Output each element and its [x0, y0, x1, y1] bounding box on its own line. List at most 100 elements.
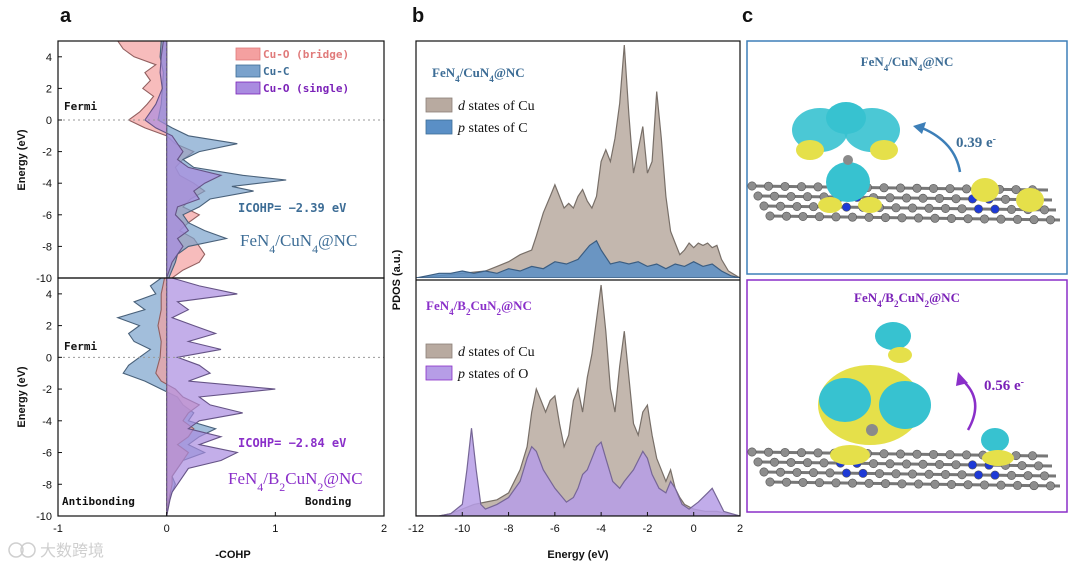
b_bottom-series-d-states-of-cu: [416, 284, 740, 516]
b-xtick-label: -10: [454, 523, 470, 535]
c-bottom-c-atom: [763, 447, 773, 457]
c-bottom-graphene-lattice: [747, 447, 1061, 491]
c-top-c-atom: [792, 201, 802, 211]
c-top-c-atom: [913, 213, 923, 223]
a-bottom-fermi-label: Fermi: [64, 340, 97, 353]
c-top-c-atom: [979, 214, 989, 224]
c-bottom-c-atom: [1046, 481, 1056, 491]
bonding-label: Bonding: [305, 495, 351, 508]
c-top-structure: 0.39 e-: [747, 102, 1061, 225]
b-top-legend-swatch-d: [425, 97, 453, 113]
c-top-c-atom: [1006, 204, 1016, 214]
c-top-c-atom: [864, 212, 874, 222]
panel-b-pdos: -12 -10 -8 -6 -4 -2 0 2 PDOS (a.u.) Energy (eV)…: [391, 40, 743, 561]
a-top-system-name: FeN4/CuN4@NC: [240, 231, 357, 256]
c-bottom-c-atom: [1012, 480, 1022, 490]
b-bottom-legend-p: p states of O: [457, 367, 528, 382]
c-bottom-c-atom: [934, 459, 944, 469]
c-bottom-c-atom: [780, 447, 790, 457]
c-bottom-c-atom: [868, 459, 878, 469]
a-top-ytick-label: 4: [46, 52, 52, 64]
c-bottom-c-atom: [963, 480, 973, 490]
c-top-c-atom: [1012, 214, 1022, 224]
c-bottom-yellow-base: [830, 445, 870, 465]
c-bottom-c-atom: [895, 449, 905, 459]
c-top-c-atom: [885, 193, 895, 203]
c-top-c-atom: [1040, 205, 1050, 215]
watermark-icon-2: [20, 542, 36, 558]
c-bottom-lobe-right: [879, 381, 931, 429]
c-top-yellow-fe2: [1016, 188, 1044, 212]
c-top-c-atom: [847, 212, 857, 222]
a-top-ytick-label: -2: [42, 147, 52, 159]
b-top-legend-swatch-p: [425, 119, 453, 135]
c-top-c-atom: [808, 202, 818, 212]
antibonding-label: Antibonding: [62, 495, 135, 508]
b-bottom-legend-swatch-d: [425, 343, 453, 359]
a-top-fermi-label: Fermi: [64, 100, 97, 113]
c-bottom-c-atom: [781, 477, 791, 487]
c-bottom-lobe-top: [875, 322, 911, 350]
b-xlabel: Energy (eV): [547, 549, 608, 561]
c-bottom-c-atom: [913, 479, 923, 489]
c-top-c-atom: [747, 181, 757, 191]
a-bottom-system-name: FeN4/B2CuN2@NC: [228, 469, 363, 494]
c-bottom-c-atom: [808, 468, 818, 478]
a_bottom-series-cu-o-single-: [166, 277, 276, 516]
c-top-yellow-left: [796, 140, 824, 160]
c-top-c-atom: [786, 191, 796, 201]
c-bottom-c-atom: [945, 450, 955, 460]
a-xtick-label: -1: [53, 523, 63, 535]
a-xlabel: -COHP: [215, 549, 250, 561]
c-top-yellow-fe: [971, 178, 999, 202]
c-top-c-atom: [996, 214, 1006, 224]
c-top-c-atom: [813, 182, 823, 192]
c-top-c-atom: [901, 193, 911, 203]
b-top-legend-d: d states of Cu: [458, 99, 535, 114]
a-top-ytick-label: -6: [42, 210, 52, 222]
b-xtick-label: -2: [643, 523, 653, 535]
c-bottom-yellow-fe: [982, 450, 1014, 466]
c-bottom-c-atom: [996, 480, 1006, 490]
c-bottom-c-atom: [792, 467, 802, 477]
c-bottom-c-atom: [786, 457, 796, 467]
c-bottom-c-atom: [819, 458, 829, 468]
a-xtick-label: 1: [272, 523, 278, 535]
c-bottom-c-atom: [918, 459, 928, 469]
legend-cu-o-single: Cu-O (single): [263, 82, 349, 95]
c-bottom-c-atom: [813, 448, 823, 458]
a-top-ytick-label: 0: [46, 115, 52, 127]
c-top-c-atom: [930, 213, 940, 223]
c-top-frame: [746, 40, 1068, 275]
c-top-c-atom: [765, 211, 775, 221]
c-bottom-c-atom: [874, 469, 884, 479]
c-top-c-atom: [763, 181, 773, 191]
c-bottom-c-atom: [961, 450, 971, 460]
c-top-c-atom: [781, 211, 791, 221]
c-top-cu-atom: [843, 155, 853, 165]
c-top-c-atom: [946, 214, 956, 224]
a-xtick-label: 0: [164, 523, 170, 535]
c-bottom-n-atom: [967, 460, 977, 470]
b-xtick-label: 2: [737, 523, 743, 535]
b-xtick-label: -12: [408, 523, 424, 535]
c-bottom-transfer-value: 0.56 e-: [984, 377, 1024, 395]
panel-label-c: c: [742, 5, 753, 27]
a-bottom-frame: [57, 277, 385, 517]
c-top-c-atom: [802, 192, 812, 202]
b-xtick-label: -4: [596, 523, 606, 535]
c-top-c-atom: [796, 182, 806, 192]
c-top-n-atom: [973, 204, 983, 214]
c-bottom-c-atom: [1023, 471, 1033, 481]
c-bottom-system-name: FeN4/B2CuN2@NC: [854, 290, 960, 309]
c-top-transfer-arrowhead: [913, 122, 926, 134]
c-bottom-c-atom: [796, 448, 806, 458]
c-top-c-atom: [1000, 194, 1010, 204]
c-top-c-atom: [759, 201, 769, 211]
c-top-c-atom: [895, 183, 905, 193]
c-top-c-atom: [963, 214, 973, 224]
legend-swatch-cu-c: [235, 64, 261, 78]
a-bottom-ytick-label: 0: [46, 352, 52, 364]
b-frame: [415, 40, 741, 517]
